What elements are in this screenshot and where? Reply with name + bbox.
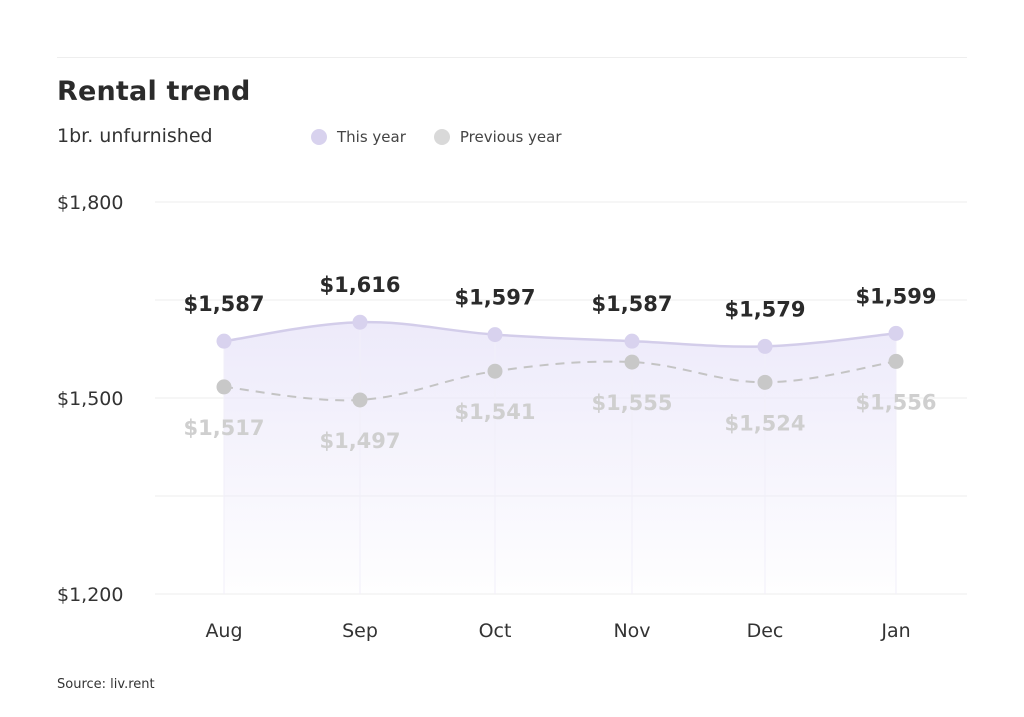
legend-marker-this-year [311,129,327,145]
previous-year-data-label: $1,497 [319,429,400,453]
previous-year-point [757,374,773,390]
this-year-data-label: $1,599 [855,284,936,308]
previous-year-data-label: $1,517 [183,416,264,440]
x-tick-label: Dec [747,620,784,642]
this-year-point [487,327,503,343]
previous-year-point [487,363,503,379]
this-year-data-label: $1,597 [454,286,535,310]
legend-item-previous-year: Previous year [433,128,562,146]
previous-year-data-label: $1,541 [454,400,535,424]
chart-title: Rental trend [57,76,251,107]
y-tick-label: $1,200 [57,584,123,606]
previous-year-data-label: $1,556 [855,390,936,414]
this-year-point [624,333,640,349]
this-year-point [216,333,232,349]
previous-year-point [352,392,368,408]
chart-legend: This year Previous year [311,128,590,146]
y-tick-label: $1,500 [57,388,123,410]
this-year-data-label: $1,587 [183,292,264,316]
x-tick-label: Jan [880,620,910,642]
legend-marker-previous-year [433,129,450,145]
chart-subtitle: 1br. unfurnished [57,125,213,147]
previous-year-point [888,353,904,369]
y-tick-label: $1,800 [57,192,123,214]
this-year-point [352,314,368,330]
top-divider [57,57,967,58]
x-tick-label: Aug [205,620,242,642]
x-tick-label: Sep [342,620,378,642]
this-year-data-label: $1,579 [724,297,805,321]
legend-label-previous-year: Previous year [459,128,562,146]
previous-year-line [223,360,897,402]
this-year-data-label: $1,616 [319,273,400,297]
x-tick-label: Oct [479,620,512,642]
this-year-area [224,322,896,594]
this-year-point [757,338,773,354]
previous-year-point [624,354,640,370]
previous-year-data-label: $1,555 [591,391,672,415]
this-year-point [888,325,904,341]
previous-year-point [216,379,232,395]
this-year-line [223,320,897,348]
legend-item-this-year: This year [311,128,406,146]
legend-label-this-year: This year [337,128,406,146]
x-tick-label: Nov [613,620,650,642]
previous-year-data-label: $1,524 [724,411,805,435]
this-year-data-label: $1,587 [591,292,672,316]
source-note: Source: liv.rent [57,677,155,692]
